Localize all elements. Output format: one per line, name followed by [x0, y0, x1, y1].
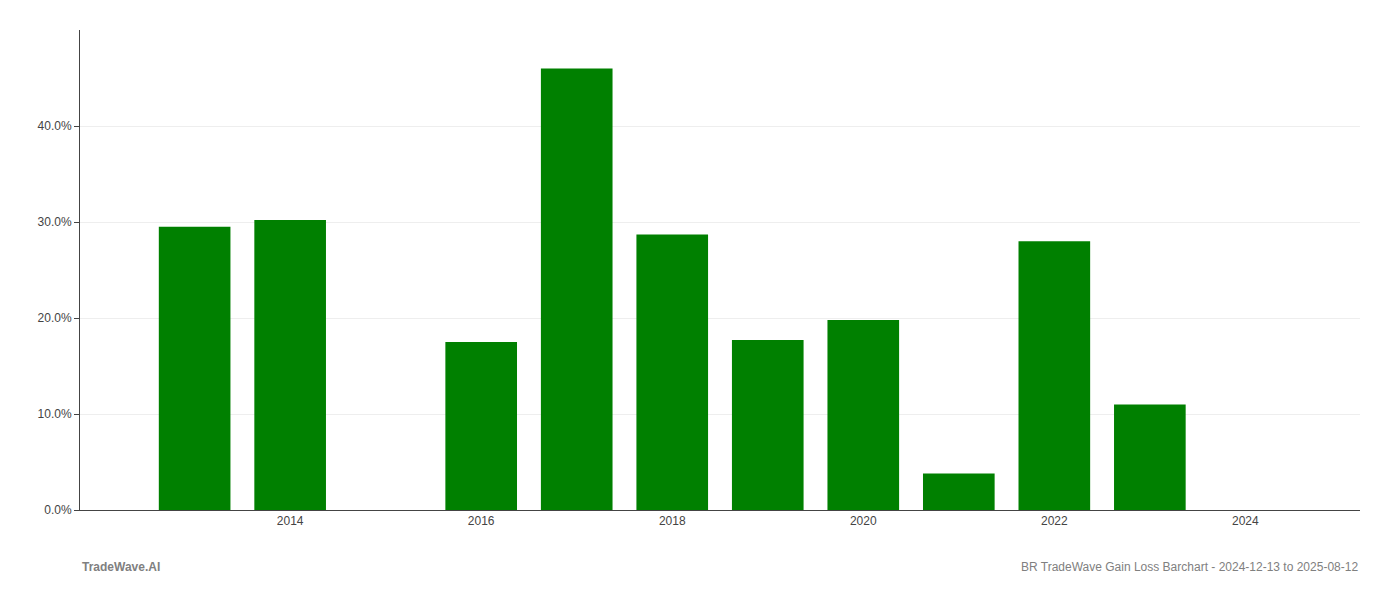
svg-text:30.0%: 30.0% [38, 215, 72, 229]
svg-text:0.0%: 0.0% [44, 503, 72, 517]
svg-text:2020: 2020 [850, 514, 877, 528]
svg-text:2022: 2022 [1041, 514, 1068, 528]
svg-text:2016: 2016 [468, 514, 495, 528]
svg-text:2014: 2014 [277, 514, 304, 528]
svg-text:20.0%: 20.0% [38, 311, 72, 325]
svg-text:10.0%: 10.0% [38, 407, 72, 421]
svg-text:TradeWave.AI: TradeWave.AI [82, 560, 160, 574]
svg-text:2018: 2018 [659, 514, 686, 528]
svg-text:2024: 2024 [1232, 514, 1259, 528]
svg-text:40.0%: 40.0% [38, 119, 72, 133]
svg-text:BR TradeWave Gain Loss Barchar: BR TradeWave Gain Loss Barchart - 2024-1… [1021, 560, 1358, 574]
